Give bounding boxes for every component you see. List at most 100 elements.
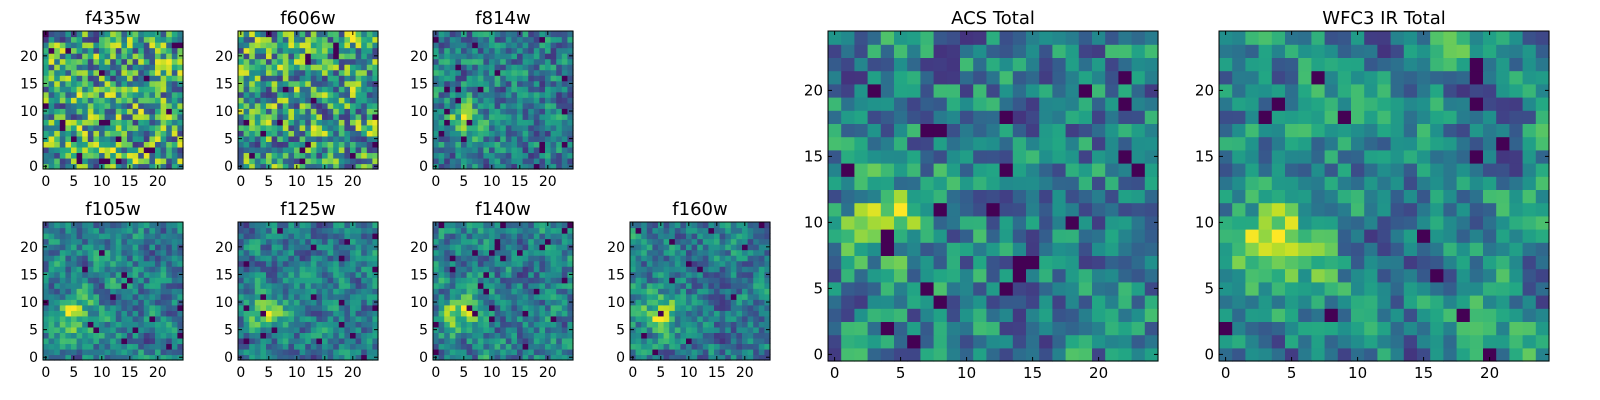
heatmap-cell [177,249,184,256]
heatmap-cell [669,238,676,245]
heatmap-cell [160,266,167,273]
heatmap-cell [907,295,921,309]
heatmap-cell [719,326,726,333]
heatmap-cell [674,315,681,322]
heatmap-cell [999,281,1014,296]
heatmap-cell [489,277,496,284]
heatmap-cell [254,86,261,93]
heatmap-cell [455,315,462,322]
heatmap-cell [483,42,490,49]
heatmap-cell [254,271,261,278]
heatmap-cell [691,348,698,356]
heatmap-cell [556,354,563,361]
heatmap-cell [669,348,676,356]
heatmap-cell [54,157,61,165]
heatmap-cell [238,288,245,295]
heatmap-cell [630,293,637,300]
heatmap-cell [511,315,518,322]
heatmap-cell [305,130,312,137]
heatmap-cell [299,277,306,284]
heatmap-cell [243,332,250,339]
heatmap-cell [171,304,178,311]
heatmap-cell [646,260,653,267]
heatmap-cell [528,157,535,165]
heatmap-cell [127,102,134,109]
heatmap-cell [294,36,301,43]
heatmap-cell [494,244,501,251]
heatmap-cell [466,108,473,115]
heatmap-cell [76,310,83,317]
heatmap-cell [550,36,557,43]
heatmap-cell [505,332,512,339]
heatmap-cell [533,130,540,137]
heatmap-cell [867,202,882,217]
heatmap-cell [455,343,462,350]
heatmap-cell [1092,202,1106,217]
heatmap-cell [489,321,496,328]
heatmap-cell [828,242,842,256]
heatmap-cell [1105,215,1119,230]
heatmap-cell [143,75,150,82]
heatmap-cell [686,266,693,273]
heatmap-cell [494,310,501,317]
heatmap-cell [372,58,379,65]
heatmap-cell [556,135,563,142]
heatmap-cell [489,152,496,159]
heatmap-cell [528,36,535,43]
heatmap-cell [1118,163,1133,177]
heatmap-cell [149,113,156,120]
heatmap-cell [433,348,440,356]
heatmap-cell [87,315,94,322]
heatmap-cell [517,326,524,333]
heatmap-cell [127,36,134,43]
heatmap-cell [567,282,574,289]
heatmap-cell [294,348,301,356]
heatmap-cell [528,260,535,267]
heatmap-cell [277,64,284,71]
heatmap-cell [110,42,117,49]
heatmap-cell [999,149,1014,164]
heatmap-cell [550,293,557,300]
heatmap-cell [282,75,289,82]
heatmap-cell [132,31,139,38]
heatmap-cell [288,354,295,361]
heatmap-cell [567,332,574,339]
heatmap-cell [121,58,128,65]
heatmap-cell [260,80,267,87]
heatmap-cell [708,343,715,350]
heatmap-cell [282,293,289,300]
heatmap-cell [517,69,524,76]
heatmap-cell [753,222,760,229]
heatmap-cell [76,343,83,350]
heatmap-cell [539,315,546,322]
heatmap-cell [669,244,676,251]
heatmap-cell [652,348,659,356]
heatmap-cell [171,244,178,251]
heatmap-cell [466,141,473,148]
heatmap-cell [1092,308,1106,322]
heatmap-cell [143,255,150,262]
heatmap-cell [736,260,743,267]
heatmap-cell [266,80,273,87]
heatmap-cell [327,233,334,240]
heatmap-cell [933,229,948,243]
heatmap-cell [177,293,184,300]
heatmap-cell [511,108,518,115]
heatmap-cell [271,80,278,87]
heatmap-cell [366,141,373,148]
heatmap-cell [115,163,122,170]
heatmap-cell [663,244,670,251]
heatmap-cell [310,266,317,273]
heatmap-cell [338,326,345,333]
heatmap-cell [104,86,111,93]
heatmap-cell [545,102,552,109]
heatmap-cell [561,288,568,295]
heatmap-cell [54,146,61,154]
heatmap-cell [115,310,122,317]
heatmap-cell [641,288,648,295]
heatmap-cell [500,332,507,339]
heatmap-cell [338,238,345,245]
heatmap-cell [533,97,540,104]
heatmap-cell [556,157,563,165]
heatmap-cell [294,69,301,76]
